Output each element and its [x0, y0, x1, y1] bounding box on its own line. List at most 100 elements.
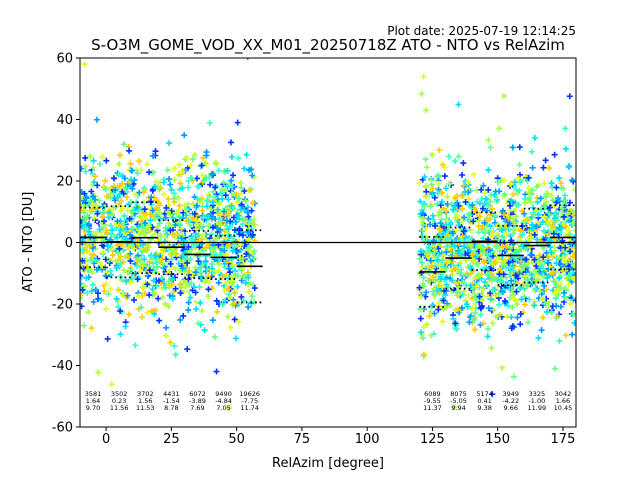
scatter-point [209, 269, 216, 276]
scatter-point [214, 308, 221, 315]
scatter-point [204, 266, 211, 273]
scatter-point [462, 199, 469, 206]
scatter-point [177, 281, 184, 288]
scatter-point [234, 119, 241, 126]
scatter-point [435, 252, 442, 259]
scatter-point [96, 226, 103, 233]
scatter-point [556, 175, 563, 182]
scatter-point [213, 161, 220, 168]
scatter-point [200, 231, 207, 238]
scatter-point [131, 296, 138, 303]
scatter-point [416, 180, 423, 187]
scatter-point [416, 284, 423, 291]
x-tick-label: 75 [294, 432, 311, 447]
scatter-point [81, 197, 88, 204]
scatter-point [134, 276, 141, 283]
scatter-point [558, 180, 565, 187]
scatter-point [220, 179, 227, 186]
scatter-point [182, 283, 189, 290]
scatter-point [420, 282, 427, 289]
x-axis-label: RelAzim [degree] [272, 456, 384, 471]
scatter-point [117, 260, 124, 267]
scatter-point [562, 296, 569, 303]
scatter-point [567, 300, 574, 307]
scatter-point [500, 92, 507, 99]
scatter-point [516, 171, 523, 178]
scatter-point [197, 299, 204, 306]
scatter-point [469, 201, 476, 208]
scatter-point [118, 198, 125, 205]
scatter-point [462, 188, 469, 195]
scatter-point [116, 152, 123, 159]
scatter-point [529, 221, 536, 228]
scatter-point [518, 296, 525, 303]
scatter-point [423, 289, 430, 296]
scatter-point [191, 151, 198, 158]
scatter-point [558, 185, 565, 192]
scatter-point [503, 274, 510, 281]
scatter-point [199, 240, 206, 247]
scatter-point [459, 291, 466, 298]
scatter-point [554, 312, 561, 319]
scatter-point [216, 255, 223, 262]
scatter-point [439, 318, 446, 325]
scatter-point [516, 248, 523, 255]
scatter-point [485, 136, 492, 143]
scatter-point [531, 266, 538, 273]
scatter-point [443, 265, 450, 272]
scatter-point [421, 174, 428, 181]
scatter-point [571, 275, 576, 282]
scatter-point [128, 226, 135, 233]
scatter-point [521, 210, 528, 217]
scatter-point [519, 231, 526, 238]
scatter-point [234, 199, 241, 206]
bin-label: 9.66 [503, 404, 517, 412]
scatter-point [88, 197, 95, 204]
scatter-point [165, 195, 172, 202]
scatter-point [480, 258, 487, 265]
x-tick-label: 100 [355, 432, 380, 447]
scatter-point [224, 167, 231, 174]
scatter-point [167, 227, 174, 234]
scatter-point [229, 247, 236, 254]
scatter-point [444, 193, 451, 200]
scatter-point [480, 320, 487, 327]
scatter-point [116, 191, 123, 198]
bin-label: -4.22 [502, 397, 519, 405]
scatter-point [126, 215, 133, 222]
scatter-point [205, 286, 212, 293]
scatter-point [107, 222, 114, 229]
scatter-point [249, 293, 256, 300]
scatter-point [539, 219, 546, 226]
scatter-point [99, 154, 106, 161]
y-tick-label: -20 [52, 298, 73, 313]
scatter-point [531, 134, 538, 141]
scatter-point [558, 225, 565, 232]
scatter-point [183, 217, 190, 224]
scatter-point [505, 226, 512, 233]
scatter-point [540, 254, 547, 261]
scatter-point [435, 212, 442, 219]
scatter-point [469, 305, 476, 312]
scatter-point [98, 296, 105, 303]
scatter-point [562, 145, 569, 152]
scatter-point [541, 202, 548, 209]
scatter-point [456, 260, 463, 267]
scatter-point [536, 288, 543, 295]
scatter-point [251, 255, 258, 262]
bin-label: 11.74 [240, 404, 259, 412]
scatter-point [492, 313, 499, 320]
scatter-point [438, 198, 445, 205]
scatter-point [436, 147, 443, 154]
scatter-point [557, 261, 564, 268]
scatter-point [207, 238, 214, 245]
scatter-point [250, 281, 257, 288]
scatter-point [238, 184, 245, 191]
bin-label: 11.99 [528, 404, 547, 412]
scatter-point [93, 116, 100, 123]
scatter-point [238, 277, 245, 284]
scatter-point [510, 191, 517, 198]
scatter-point [538, 327, 545, 334]
x-tick-label: 25 [163, 432, 180, 447]
scatter-point [221, 247, 228, 254]
